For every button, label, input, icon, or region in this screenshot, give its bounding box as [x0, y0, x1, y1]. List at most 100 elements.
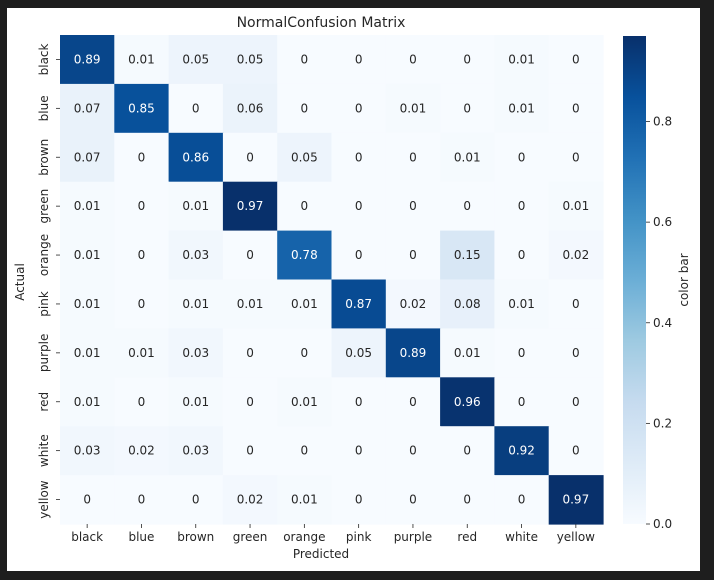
cell-value-label: 0.89	[400, 346, 427, 360]
x-tick-label: purple	[394, 530, 433, 544]
heatmap-cell	[331, 132, 387, 183]
cell-value-label: 0.02	[237, 493, 264, 507]
heatmap-cell	[168, 328, 224, 378]
y-tick-label: yellow	[37, 480, 51, 518]
heatmap-cell	[222, 230, 278, 281]
heatmap-cell	[494, 377, 550, 427]
heatmap-cell	[114, 83, 170, 134]
cell-value-label: 0.01	[508, 101, 535, 115]
cell-value-label: 0	[138, 395, 146, 409]
cell-value-label: 0	[355, 248, 363, 262]
heatmap-cell	[277, 475, 333, 525]
cell-value-label: 0	[301, 444, 309, 458]
cell-value-label: 0.01	[454, 346, 481, 360]
heatmap-cell	[440, 279, 495, 329]
heatmap-cell	[440, 230, 495, 281]
heatmap-cell	[548, 132, 604, 183]
heatmap-cell	[168, 181, 224, 232]
y-tick-label: green	[37, 189, 51, 224]
figure-canvas: NormalConfusion Matrix 0.89 0.01 0.05 0.05 0…	[7, 8, 700, 571]
cell-value-label: 0	[409, 395, 417, 409]
heatmap-cell	[114, 35, 170, 85]
cell-value-label: 0.01	[74, 297, 101, 311]
heatmap-cell	[494, 35, 550, 85]
color-bar-tick-label: 0.4	[653, 316, 672, 330]
heatmap-cell	[60, 230, 115, 281]
heatmap-cell	[385, 230, 441, 281]
y-tick-label: brown	[37, 139, 51, 176]
cell-value-label: 0	[246, 395, 254, 409]
cell-value-label: 0.02	[128, 444, 155, 458]
cell-value-label: 0.01	[74, 395, 101, 409]
cell-value-label: 0.01	[562, 199, 589, 213]
y-tick-label: orange	[37, 234, 51, 276]
cell-value-label: 0.01	[291, 297, 318, 311]
y-tick-label: pink	[37, 291, 51, 317]
heatmap-cell	[494, 230, 550, 281]
cell-value-label: 0	[355, 199, 363, 213]
y-tick-label: red	[37, 392, 51, 412]
heatmap-cell	[385, 377, 441, 427]
heatmap-cell	[548, 475, 604, 525]
heatmap-cell	[168, 83, 224, 134]
heatmap-cell	[168, 279, 224, 329]
cell-value-label: 0	[572, 150, 580, 164]
heatmap-cell	[114, 377, 170, 427]
cell-value-label: 0	[246, 150, 254, 164]
cell-value-label: 0.06	[237, 101, 264, 115]
heatmap-cell	[331, 475, 387, 525]
heatmap-cell	[60, 83, 115, 134]
cell-value-label: 0	[572, 52, 580, 66]
x-tick-label: black	[71, 530, 103, 544]
heatmap-cell	[60, 181, 115, 232]
cell-value-label: 0.08	[454, 297, 481, 311]
cell-value-label: 0	[138, 150, 146, 164]
cell-value-label: 0.97	[562, 493, 589, 507]
cell-value-label: 0.01	[182, 297, 209, 311]
cell-value-label: 0.01	[291, 493, 318, 507]
heatmap-cell	[548, 35, 604, 85]
heatmap-cell	[60, 328, 115, 378]
cell-value-label: 0.15	[454, 248, 481, 262]
heatmap-cells: 0.89 0.01 0.05 0.05 0 0 0 0 0.01 0 0.07 0.85 0 0.06 0 0…	[60, 35, 604, 525]
heatmap-cell	[114, 132, 170, 183]
heatmap-cell	[60, 279, 115, 329]
cell-value-label: 0.05	[182, 52, 209, 66]
heatmap-cell	[60, 35, 115, 85]
cell-value-label: 0	[246, 346, 254, 360]
cell-value-label: 0.03	[182, 346, 209, 360]
cell-value-label: 0	[518, 493, 526, 507]
heatmap-cell	[222, 328, 278, 378]
cell-value-label: 0.02	[400, 297, 427, 311]
cell-value-label: 0.03	[182, 248, 209, 262]
cell-value-label: 0.96	[454, 395, 481, 409]
heatmap-cell	[494, 132, 550, 183]
x-tick-label: white	[505, 530, 538, 544]
heatmap-cell	[114, 426, 170, 476]
cell-value-label: 0	[192, 493, 200, 507]
x-tick-label: pink	[346, 530, 372, 544]
cell-value-label: 0.87	[345, 297, 372, 311]
heatmap-cell	[385, 35, 441, 85]
heatmap-cell	[385, 279, 441, 329]
heatmap-cell	[385, 475, 441, 525]
cell-value-label: 0	[409, 150, 417, 164]
heatmap-cell	[222, 377, 278, 427]
cell-value-label: 0.86	[182, 150, 209, 164]
cell-value-label: 0.01	[508, 297, 535, 311]
heatmap-cell	[222, 426, 278, 476]
cell-value-label: 0	[572, 444, 580, 458]
heatmap-cell	[440, 132, 495, 183]
color-bar-tick-label: 0.6	[653, 215, 672, 229]
heatmap-cell	[494, 475, 550, 525]
cell-value-label: 0	[301, 52, 309, 66]
heatmap-cell	[385, 426, 441, 476]
chart-title: NormalConfusion Matrix	[237, 15, 406, 31]
heatmap-cell	[277, 426, 333, 476]
heatmap-cell	[168, 475, 224, 525]
cell-value-label: 0.92	[508, 444, 535, 458]
heatmap-cell	[60, 475, 115, 525]
cell-value-label: 0	[572, 297, 580, 311]
heatmap-cell	[548, 83, 604, 134]
cell-value-label: 0.97	[237, 199, 264, 213]
